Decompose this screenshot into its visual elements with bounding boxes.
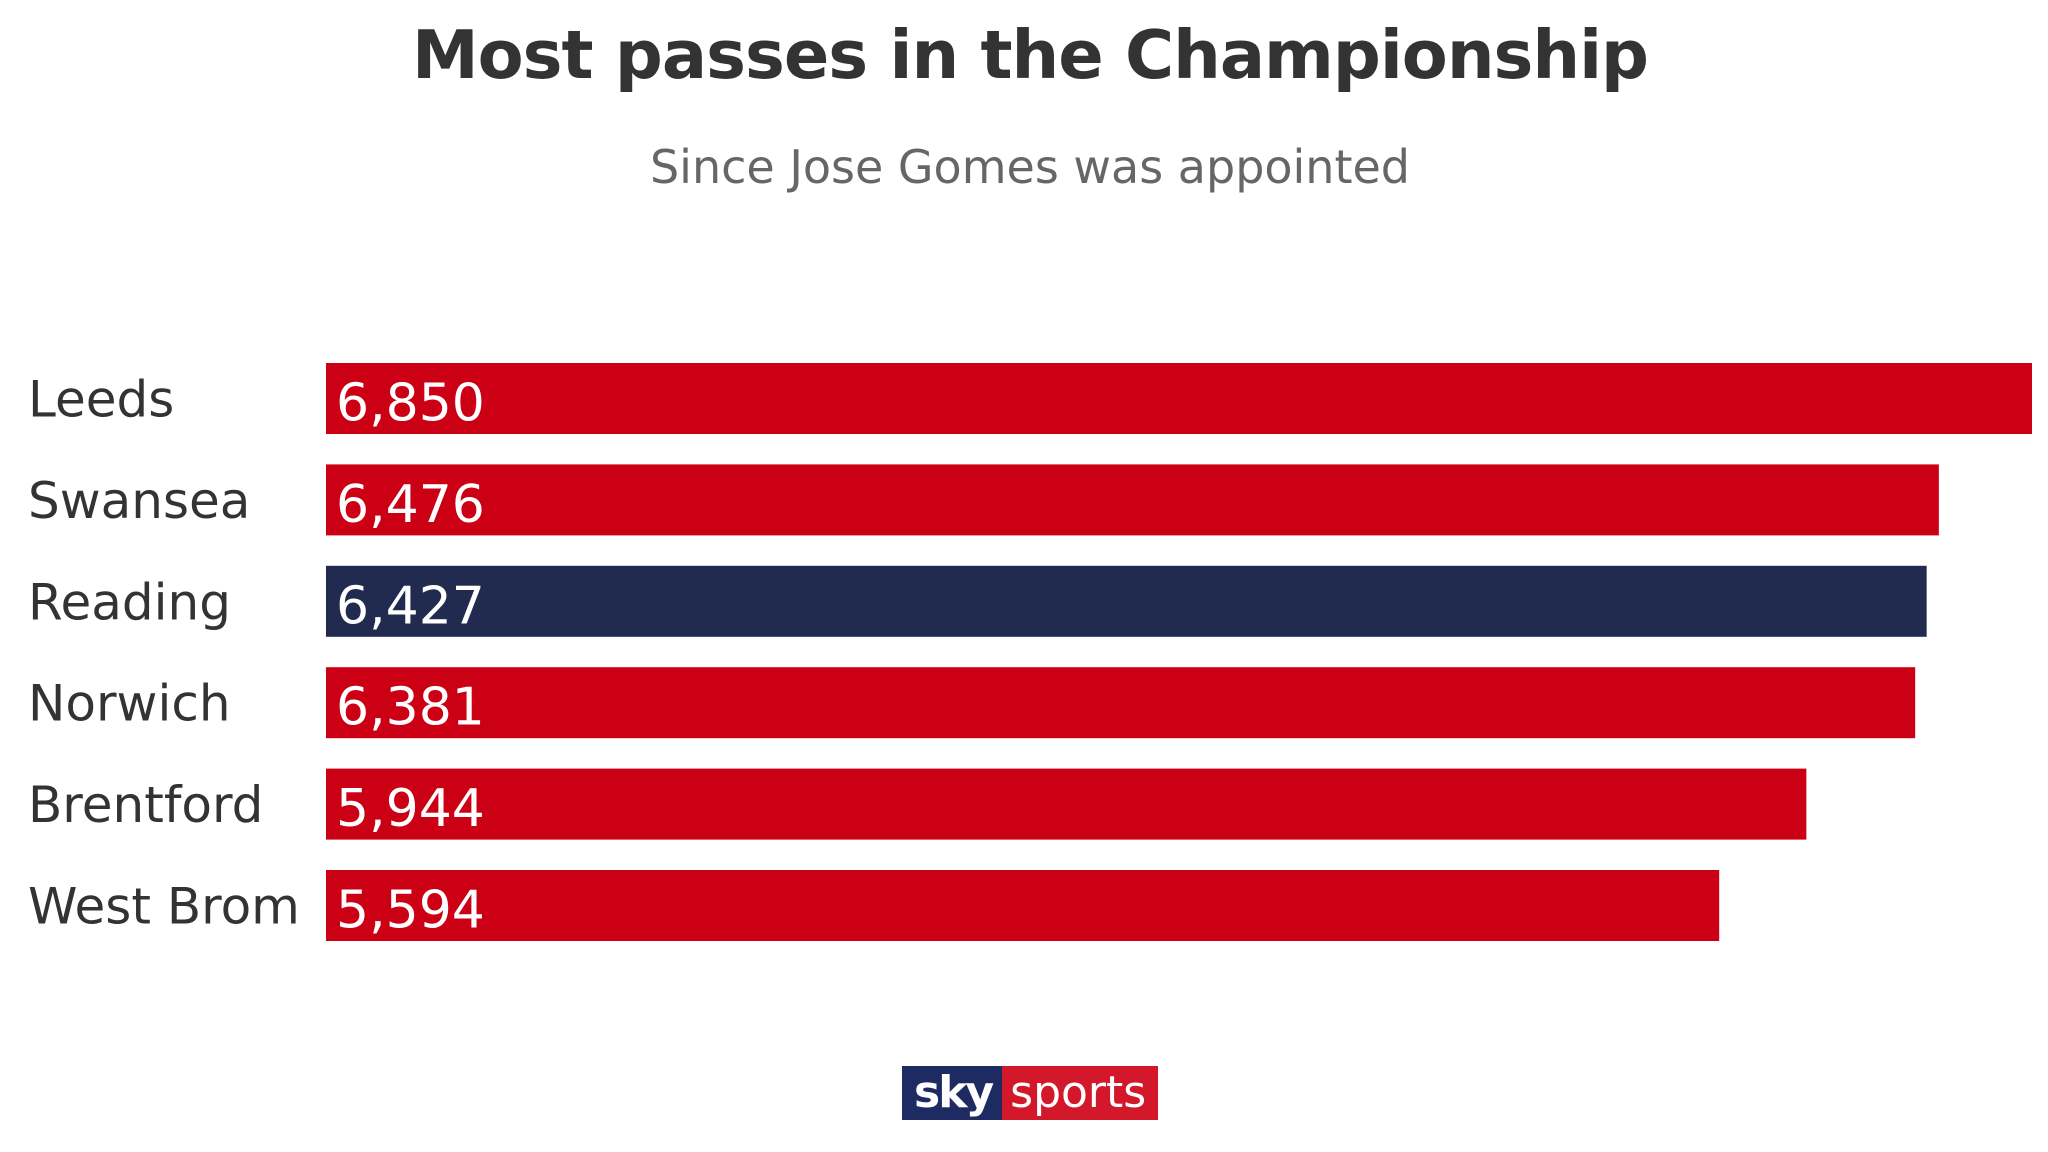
bar-reading <box>326 565 1927 637</box>
bar-norwich <box>326 667 1916 739</box>
category-label-leeds: Leeds <box>28 371 174 429</box>
value-label-swansea: 6,476 <box>336 475 485 535</box>
value-label-leeds: 6,850 <box>336 374 485 434</box>
bar-swansea <box>326 464 1939 536</box>
bar-west-brom <box>326 870 1720 941</box>
value-label-brentford: 5,944 <box>336 779 485 839</box>
category-label-norwich: Norwich <box>28 675 231 733</box>
value-label-reading: 6,427 <box>336 576 485 636</box>
logo-sky-text: sky <box>902 1066 1003 1120</box>
value-label-west-brom: 5,594 <box>336 881 485 941</box>
chart-title: Most passes in the Championship <box>411 16 1649 94</box>
category-label-brentford: Brentford <box>28 776 263 834</box>
chart-subtitle: Since Jose Gomes was appointed <box>649 140 1411 194</box>
sky-sports-logo: sky sports <box>902 1066 1159 1120</box>
category-label-swansea: Swansea <box>28 472 250 530</box>
value-label-norwich: 6,381 <box>336 678 485 738</box>
category-label-reading: Reading <box>28 573 231 631</box>
bar-leeds <box>326 363 2032 434</box>
category-label-west-brom: West Brom <box>28 878 300 936</box>
logo-sports-text: sports <box>1002 1066 1159 1120</box>
bar-brentford <box>326 768 1807 840</box>
